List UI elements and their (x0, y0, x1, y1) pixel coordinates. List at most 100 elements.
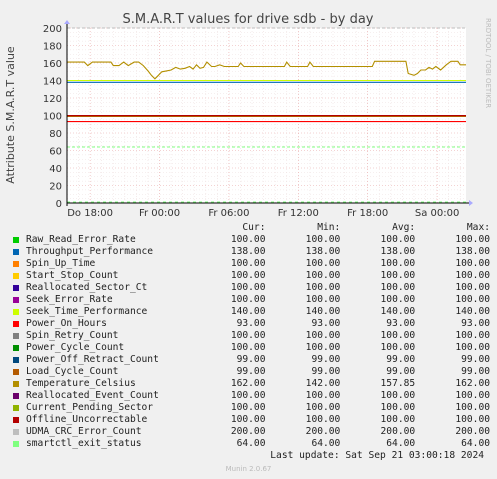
header-avg: Avg: (392, 222, 416, 233)
legend-cur: 100.00 (230, 294, 266, 305)
legend: Cur: Min: Avg: Max: Raw_Read_Error_Rate 1… (12, 222, 490, 450)
legend-name: Reallocated_Sector_Ct (26, 282, 148, 293)
header-min: Min: (317, 222, 341, 233)
legend-cur: 200.00 (230, 426, 266, 437)
legend-avg: 100.00 (380, 282, 416, 293)
munin-version: Munin 2.0.67 (225, 465, 272, 473)
x-tick-labels: Do 18:00 Fr 00:00 Fr 06:00 Fr 12:00 Fr 18:00… (67, 208, 459, 219)
legend-min: 64.00 (311, 438, 341, 449)
rrdtool-vendor-label: RRDTOOL / TOBI OETIKER (484, 18, 492, 108)
legend-min: 100.00 (305, 294, 341, 305)
y-tick-label: 80 (49, 129, 62, 140)
series-line-temperature-celsius (67, 60, 466, 80)
legend-avg: 93.00 (386, 318, 416, 329)
legend-swatch (13, 309, 19, 315)
legend-max: 138.00 (455, 246, 491, 257)
legend-row: smartctl_exit_status 64.00 64.00 64.00 64.00 (12, 438, 490, 450)
legend-row: UDMA_CRC_Error_Count 200.00 200.00 200.00 20… (12, 426, 490, 438)
legend-min: 138.00 (305, 246, 341, 257)
header-cur: Cur: (242, 222, 266, 233)
legend-name: Power_Off_Retract_Count (26, 354, 159, 365)
legend-avg: 157.85 (380, 378, 416, 389)
legend-swatch (13, 405, 19, 411)
y-tick-label: 160 (43, 59, 62, 70)
legend-swatch (13, 381, 19, 387)
legend-max: 64.00 (461, 438, 491, 449)
legend-max: 100.00 (455, 258, 491, 269)
legend-swatch (13, 357, 19, 363)
legend-cur: 100.00 (230, 258, 266, 269)
legend-cur: 99.00 (236, 366, 266, 377)
y-tick-label: 200 (43, 24, 62, 35)
legend-max: 100.00 (455, 330, 491, 341)
legend-row: Raw_Read_Error_Rate 100.00 100.00 100.00 100… (12, 234, 490, 246)
legend-max: 100.00 (455, 282, 491, 293)
legend-swatch (13, 345, 19, 351)
legend-swatch (13, 285, 19, 291)
legend-cur: 100.00 (230, 234, 266, 245)
y-tick-label: 20 (49, 182, 62, 193)
y-tick-labels: 0 20 40 60 80 100 120 140 160 180 200 (43, 24, 62, 210)
legend-cur: 100.00 (230, 390, 266, 401)
legend-max: 93.00 (461, 318, 491, 329)
legend-avg: 100.00 (380, 342, 416, 353)
x-tick-label: Fr 18:00 (347, 208, 388, 219)
chart-area: S.M.A.R.T values for drive sdb - by day … (4, 12, 492, 219)
legend-row: Seek_Time_Performance 140.00 140.00 140.00 1… (12, 306, 490, 318)
legend-swatch (13, 333, 19, 339)
legend-min: 100.00 (305, 390, 341, 401)
legend-cur: 138.00 (230, 246, 266, 257)
x-tick-label: Fr 00:00 (139, 208, 180, 219)
legend-name: Load_Cycle_Count (26, 366, 119, 377)
legend-name: Seek_Time_Performance (26, 306, 148, 317)
legend-avg: 64.00 (386, 438, 416, 449)
legend-avg: 140.00 (380, 306, 416, 317)
axes (64, 20, 473, 206)
legend-row: Spin_Retry_Count 100.00 100.00 100.00 100.00 (12, 330, 490, 342)
legend-row: Start_Stop_Count 100.00 100.00 100.00 100.00 (12, 270, 490, 282)
legend-max: 140.00 (455, 306, 491, 317)
y-axis-arrow (64, 20, 70, 24)
legend-avg: 100.00 (380, 234, 416, 245)
legend-swatch (13, 249, 19, 255)
legend-min: 100.00 (305, 234, 341, 245)
legend-cur: 99.00 (236, 354, 266, 365)
y-tick-label: 180 (43, 42, 62, 53)
legend-min: 140.00 (305, 306, 341, 317)
legend-row: Seek_Error_Rate 100.00 100.00 100.00 100.00 (12, 294, 490, 306)
legend-max: 200.00 (455, 426, 491, 437)
y-tick-label: 60 (49, 147, 62, 158)
legend-swatch (13, 273, 19, 279)
legend-name: Spin_Retry_Count (26, 330, 119, 341)
legend-min: 142.00 (305, 378, 341, 389)
legend-swatch (13, 417, 19, 423)
legend-row: Power_Off_Retract_Count 99.00 99.00 99.00 99… (12, 354, 490, 366)
legend-row: Throughput_Performance 138.00 138.00 138.00… (12, 246, 490, 258)
legend-cur: 64.00 (236, 438, 266, 449)
legend-swatch (13, 237, 19, 243)
legend-swatch (13, 261, 19, 267)
x-tick-label: Fr 12:00 (278, 208, 319, 219)
legend-name: Start_Stop_Count (26, 270, 119, 281)
legend-min: 100.00 (305, 402, 341, 413)
x-tick-label: Fr 06:00 (208, 208, 249, 219)
legend-max: 100.00 (455, 342, 491, 353)
legend-max: 99.00 (461, 354, 491, 365)
legend-row: Load_Cycle_Count 99.00 99.00 99.00 99.00 (12, 366, 490, 378)
legend-name: Current_Pending_Sector (26, 402, 154, 413)
legend-cur: 162.00 (230, 378, 266, 389)
legend-row: Spin_Up_Time 100.00 100.00 100.00 100.00 (12, 258, 490, 270)
legend-max: 100.00 (455, 402, 491, 413)
legend-cur: 100.00 (230, 342, 266, 353)
legend-cur: 100.00 (230, 402, 266, 413)
y-tick-label: 0 (56, 199, 62, 210)
legend-name: Temperature_Celsius (26, 378, 136, 389)
legend-swatch (13, 297, 19, 303)
y-tick-label: 40 (49, 164, 62, 175)
y-tick-label: 100 (43, 112, 62, 123)
y-axis-label: Attribute S.M.A.R.T value (4, 46, 17, 184)
legend-name: Throughput_Performance (26, 246, 154, 257)
legend-row: Temperature_Celsius 162.00 142.00 157.85 162… (12, 378, 490, 390)
legend-name: Offline_Uncorrectable (26, 414, 148, 425)
legend-header: Cur: Min: Avg: Max: (12, 222, 490, 234)
